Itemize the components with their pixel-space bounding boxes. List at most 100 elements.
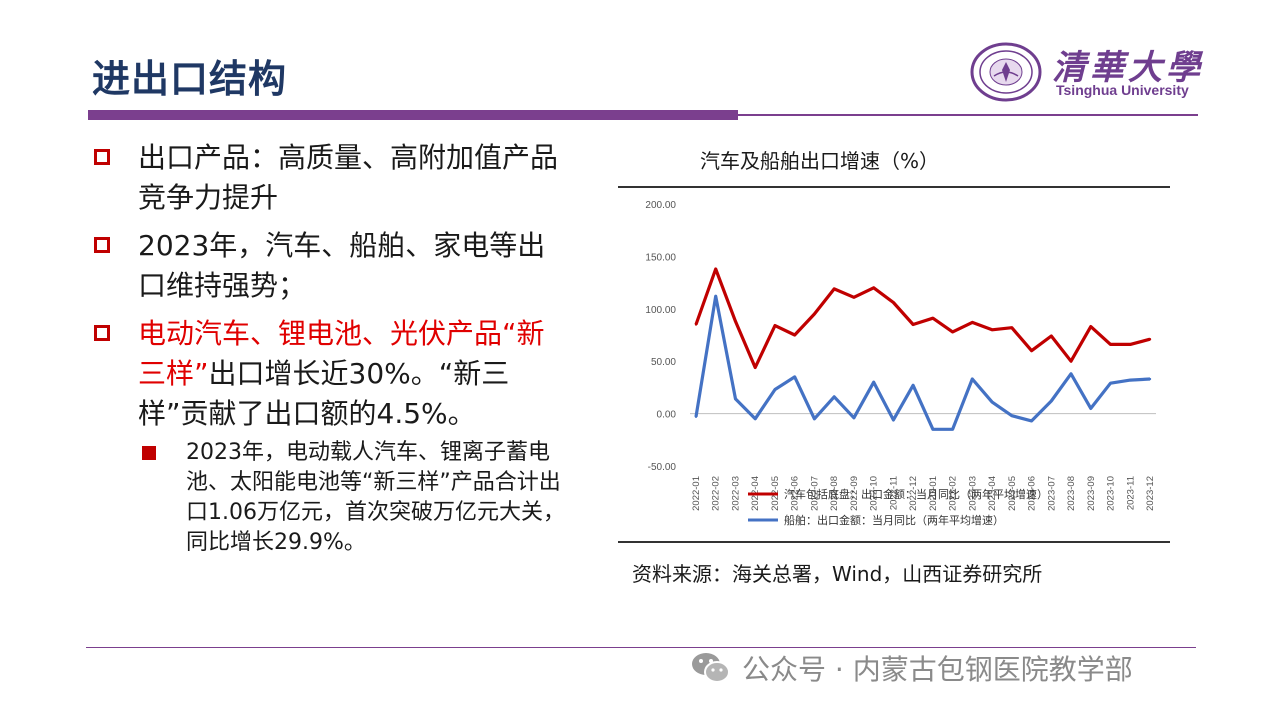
ship-data-point bbox=[754, 417, 757, 421]
car-data-point bbox=[793, 333, 796, 337]
x-tick-label: 2022-03 bbox=[730, 476, 741, 511]
car-data-point bbox=[852, 296, 856, 299]
ship-data-point bbox=[793, 375, 796, 379]
car-data-point bbox=[813, 312, 816, 316]
ship-data-point bbox=[714, 295, 717, 298]
car-data-point bbox=[1069, 360, 1073, 363]
x-tick-label: 2023-01 bbox=[928, 476, 939, 511]
car-data-point bbox=[1129, 343, 1132, 346]
car-data-point bbox=[1050, 334, 1053, 338]
bullet-text: 2023年，汽车、船舶、家电等出口维持强势； bbox=[138, 229, 546, 302]
car-data-point bbox=[754, 366, 757, 369]
ship-data-point bbox=[1069, 372, 1073, 375]
car-data-point bbox=[971, 321, 974, 324]
ship-data-point bbox=[892, 418, 895, 422]
export-growth-chart: 200.00 150.00 100.00 50.00 0.00 -50.00 2022-01… bbox=[645, 200, 1156, 527]
tsinghua-logo: 清華大學 Tsinghua University bbox=[970, 40, 1210, 102]
logo-english-text: Tsinghua University bbox=[1056, 82, 1189, 98]
ship-data-point bbox=[694, 415, 698, 418]
ship-data-point bbox=[734, 397, 737, 401]
hollow-square-bullet-icon bbox=[94, 325, 110, 341]
bullet-text: 出口产品：高质量、高附加值产品竞争力提升 bbox=[138, 141, 559, 214]
ship-data-point bbox=[1109, 382, 1112, 385]
ship-data-point bbox=[931, 428, 935, 431]
y-tick-label: 50.00 bbox=[651, 357, 676, 368]
x-tick-label: 2023-07 bbox=[1046, 476, 1057, 511]
title-underline-thin bbox=[738, 114, 1198, 116]
filled-square-bullet-icon bbox=[142, 446, 156, 460]
bullet-item: 电动汽车、锂电池、光伏产品“新三样”出口增长近30%。“新三样”贡献了出口额的4… bbox=[90, 314, 570, 558]
car-data-point bbox=[911, 323, 915, 326]
tsinghua-seal-icon bbox=[970, 42, 1042, 102]
ship-data-point bbox=[971, 377, 974, 381]
ship-data-point bbox=[872, 380, 875, 384]
hollow-square-bullet-icon bbox=[94, 237, 110, 253]
wechat-icon bbox=[692, 653, 730, 683]
watermark: 公众号 · 内蒙古包钢医院教学部 bbox=[690, 648, 1133, 688]
hollow-square-bullet-icon bbox=[94, 149, 110, 165]
ship-data-point bbox=[990, 400, 994, 404]
ship-data-point bbox=[1129, 378, 1132, 382]
car-data-point bbox=[931, 317, 935, 320]
x-tick-label: 2023-12 bbox=[1145, 476, 1156, 511]
y-tick-label: 200.00 bbox=[645, 200, 676, 211]
ship-data-point bbox=[951, 428, 954, 431]
x-tick-label: 2022-07 bbox=[809, 476, 820, 511]
title-underline-thick bbox=[88, 110, 738, 120]
bullet-list: 出口产品：高质量、高附加值产品竞争力提升 2023年，汽车、船舶、家电等出口维持… bbox=[90, 138, 570, 566]
x-tick-label: 2022-09 bbox=[849, 476, 860, 511]
car-data-point bbox=[1010, 326, 1014, 329]
car-data-point bbox=[734, 320, 737, 323]
ship-data-point bbox=[911, 384, 915, 387]
legend-label: 汽车包括底盘：出口金额：当月同比（两年平均增速） bbox=[784, 487, 1048, 501]
x-tick-label: 2022-12 bbox=[908, 476, 919, 511]
y-tick-label: 0.00 bbox=[657, 410, 677, 421]
car-data-point bbox=[694, 323, 698, 326]
x-tick-label: 2022-01 bbox=[691, 476, 702, 511]
y-tick-label: 150.00 bbox=[645, 252, 676, 263]
logo-chinese-text: 清華大學 bbox=[1052, 48, 1204, 88]
car-data-point bbox=[832, 287, 836, 291]
x-tick-label: 2022-06 bbox=[790, 476, 801, 511]
x-tick-label: 2022-11 bbox=[888, 476, 899, 510]
car-data-point bbox=[1089, 325, 1092, 328]
car-data-point bbox=[1148, 337, 1152, 341]
x-tick-label: 2022-02 bbox=[711, 476, 722, 511]
x-tick-label: 2023-04 bbox=[987, 476, 998, 511]
page-title: 进出口结构 bbox=[92, 57, 288, 101]
car-data-point bbox=[1030, 349, 1033, 352]
x-tick-label: 2022-10 bbox=[869, 476, 880, 511]
ship-data-point bbox=[1010, 414, 1014, 417]
ship-data-point bbox=[852, 416, 856, 419]
sub-bullet-text: 2023年，电动载人汽车、锂离子蓄电池、太阳能电池等“新三样”产品合计出口1.0… bbox=[186, 440, 565, 555]
ship-data-point bbox=[1148, 377, 1152, 381]
bullet-item: 2023年，汽车、船舶、家电等出口维持强势； bbox=[90, 226, 570, 306]
x-tick-label: 2023-03 bbox=[967, 476, 978, 511]
sub-bullet-item: 2023年，电动载人汽车、锂离子蓄电池、太阳能电池等“新三样”产品合计出口1.0… bbox=[90, 438, 570, 558]
chart-title: 汽车及船舶出口增速（%） bbox=[700, 149, 940, 173]
x-tick-label: 2023-06 bbox=[1027, 476, 1038, 511]
legend-label: 船舶：出口金额：当月同比（两年平均增速） bbox=[784, 513, 1004, 527]
car-data-point bbox=[714, 267, 717, 271]
bullet-text: 电动汽车、锂电池、光伏产品“新三样”出口增长近30%。“新三样”贡献了出口额的4… bbox=[138, 317, 545, 430]
source-note: 资料来源：海关总署，Wind，山西证券研究所 bbox=[632, 562, 1043, 586]
car-data-point bbox=[872, 286, 875, 290]
x-tick-label: 2023-10 bbox=[1106, 476, 1117, 511]
x-tick-label: 2023-11 bbox=[1125, 476, 1136, 510]
ship-data-point bbox=[813, 417, 816, 421]
footer-rule bbox=[86, 647, 1196, 648]
ship-data-point bbox=[773, 388, 777, 391]
car-data-point bbox=[773, 324, 777, 327]
car-export-line bbox=[694, 267, 1151, 370]
x-tick-label: 2023-05 bbox=[1007, 476, 1018, 511]
highlight-text: 电动汽车、锂电池、光伏产品“新三样” bbox=[138, 317, 545, 390]
car-data-point bbox=[1109, 343, 1112, 346]
x-tick-label: 2023-08 bbox=[1066, 476, 1077, 511]
ship-export-line bbox=[694, 294, 1151, 431]
x-tick-label: 2022-08 bbox=[829, 476, 840, 511]
car-data-point bbox=[892, 301, 895, 304]
ship-data-point bbox=[1030, 419, 1033, 423]
bullet-item: 出口产品：高质量、高附加值产品竞争力提升 bbox=[90, 138, 570, 218]
ship-data-point bbox=[1089, 407, 1092, 410]
ship-data-point bbox=[832, 395, 836, 399]
